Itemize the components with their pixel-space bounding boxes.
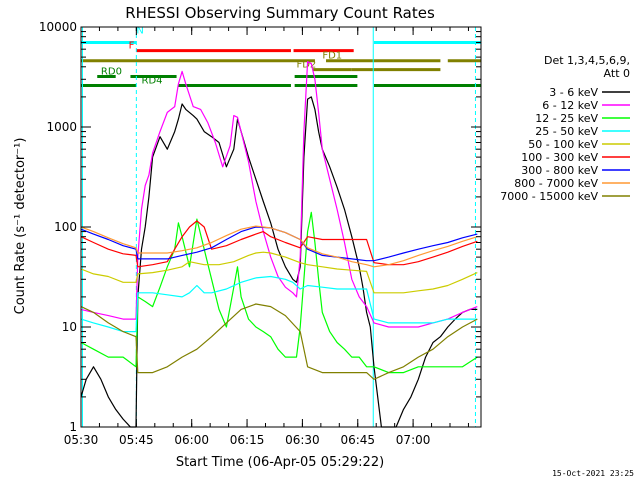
x-tick-label-1: 05:45 (119, 433, 154, 447)
legend-label-6: 300 - 800 keV (521, 164, 598, 177)
y-tick-label-2: 100 (54, 220, 77, 234)
flag-label-2: FD1 (322, 51, 342, 62)
x-tick-label-3: 06:15 (230, 433, 265, 447)
y-axis-label: Count Rate (s⁻¹ detector⁻¹) (13, 138, 28, 315)
x-tick-label-2: 06:00 (174, 433, 209, 447)
series-group (80, 61, 478, 428)
legend-label-3: 25 - 50 keV (535, 125, 598, 138)
series-line-5 (80, 220, 478, 268)
y-tick-label-0: 1 (69, 420, 77, 434)
x-axis-ticks: 05:30 05:45 06:00 06:15 06:30 06:45 07:00 (64, 27, 469, 447)
y-tick-label-1: 10 (62, 320, 77, 334)
flag-label-1: F (129, 41, 135, 52)
legend-label-8: 7000 - 15000 keV (500, 190, 598, 203)
legend-label-0: 3 - 6 keV (549, 86, 598, 99)
legend-header-1: Att 0 (604, 67, 630, 80)
observing-flags: NF FD1 FD2 RD0 RD4 (81, 26, 481, 88)
x-axis-label: Start Time (06-Apr-05 05:29:22) (176, 455, 384, 470)
flag-label-5: RD4 (142, 76, 163, 87)
legend-label-1: 6 - 12 keV (542, 99, 598, 112)
series-line-4 (80, 251, 478, 294)
y-axis-ticks: 1 10 100 1000 10000 (39, 20, 481, 434)
flag-label-3: FD2 (296, 60, 316, 71)
series-line-7 (80, 225, 478, 268)
legend-label-5: 100 - 300 keV (521, 151, 598, 164)
x-tick-label-5: 06:45 (340, 433, 375, 447)
x-tick-label-4: 06:30 (285, 433, 320, 447)
chart-title: RHESSI Observing Summary Count Rates (125, 4, 435, 22)
y-tick-label-4: 10000 (39, 20, 77, 34)
flag-label-0: N (136, 26, 143, 37)
series-line-8 (80, 303, 478, 380)
legend-label-2: 12 - 25 keV (535, 112, 598, 125)
flag-label-4: RD0 (101, 66, 122, 77)
legend-label-7: 800 - 7000 keV (514, 177, 598, 190)
series-line-2 (80, 211, 478, 374)
generation-timestamp: 15-Oct-2021 23:25 (552, 469, 634, 478)
legend-label-4: 50 - 100 keV (528, 138, 598, 151)
y-tick-label-3: 1000 (46, 120, 77, 134)
x-tick-label-6: 07:00 (396, 433, 431, 447)
series-line-1 (80, 61, 478, 328)
x-tick-label-0: 05:30 (64, 433, 99, 447)
legend-header-0: Det 1,3,4,5,6,9, (544, 54, 630, 67)
series-line-3 (80, 275, 478, 333)
